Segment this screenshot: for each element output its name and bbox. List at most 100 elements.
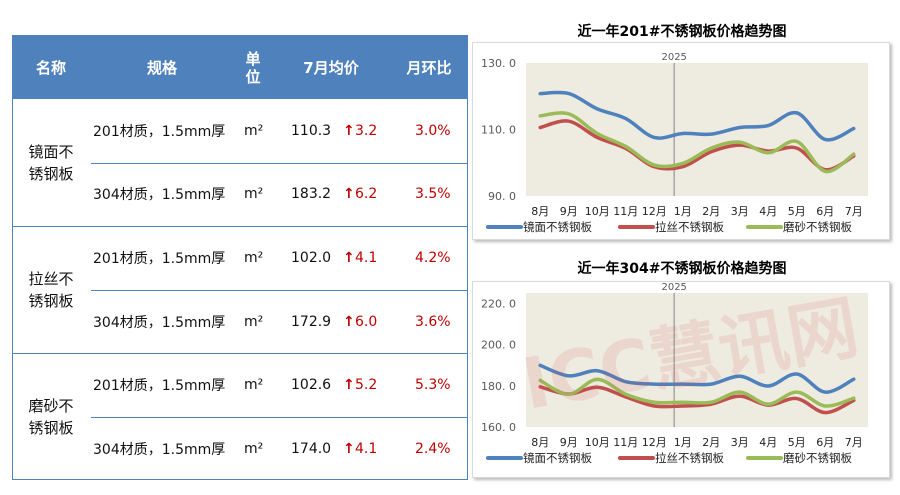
- table-header: 名称 规格 单 位 7月均价 月环比: [13, 36, 467, 99]
- header-unit: 单 位: [245, 49, 261, 86]
- spec: 304材质，1.5mm厚: [93, 441, 226, 458]
- price: 174.0: [291, 440, 332, 457]
- mom-pct: 2.4%: [415, 440, 451, 457]
- x-tick-label: 6月: [816, 205, 834, 218]
- group-divider: [13, 353, 467, 355]
- year-annotation: 2025: [661, 52, 686, 63]
- x-tick-label: 10月: [585, 436, 610, 449]
- legend-label: 磨砂不锈钢板: [783, 451, 852, 465]
- change: 3.2: [355, 122, 378, 139]
- x-tick-label: 9月: [560, 205, 578, 218]
- arrow-up-icon: ↑: [343, 313, 355, 330]
- y-tick-label: 130. 0: [481, 57, 516, 70]
- x-tick-label: 2月: [702, 436, 720, 449]
- mom-pct: 3.6%: [415, 313, 451, 330]
- row-divider: [91, 417, 467, 418]
- arrow-up-icon: ↑: [343, 377, 355, 394]
- price: 183.2: [291, 186, 332, 203]
- y-tick-label: 220. 0: [481, 297, 516, 310]
- chart1-title: 近一年201#不锈钢板价格趋势图: [577, 24, 787, 40]
- x-tick-label: 9月: [560, 436, 578, 449]
- series-line-3: [538, 111, 856, 174]
- product-name: 磨砂不 锈钢板: [28, 396, 74, 437]
- x-tick-label: 3月: [731, 436, 749, 449]
- series-line-2: [538, 119, 856, 172]
- legend-label: 拉丝不锈钢板: [655, 220, 724, 234]
- x-tick-label: 12月: [642, 205, 667, 218]
- header-price: 7月均价: [303, 58, 359, 77]
- change: 4.1: [355, 249, 378, 266]
- x-tick-label: 4月: [759, 436, 777, 449]
- x-tick-label: 11月: [613, 436, 638, 449]
- x-tick-label: 3月: [731, 205, 749, 218]
- unit: m²: [244, 186, 264, 203]
- y-tick-label: 90. 0: [488, 190, 516, 203]
- spec: 201材质，1.5mm厚: [93, 123, 226, 140]
- legend-label: 拉丝不锈钢板: [655, 451, 724, 465]
- chart2-title: 近一年304#不锈钢板价格趋势图: [577, 261, 787, 277]
- unit: m²: [244, 122, 264, 139]
- arrow-up-icon: ↑: [343, 440, 355, 457]
- arrow-up-icon: ↑: [343, 122, 355, 139]
- unit: m²: [244, 440, 264, 457]
- x-tick-label: 8月: [531, 205, 549, 218]
- row-divider: [91, 289, 467, 291]
- x-tick-label: 7月: [845, 436, 863, 449]
- arrow-up-icon: ↑: [343, 249, 355, 266]
- chart2: 160. 0 180. 0 200. 0 220. 0 8月 9月 10月 11月 12月 1月 2…: [472, 281, 890, 478]
- chart1: 90. 0 110. 0 130. 0 8月 9月 10月 11月 12月 1月 2月 3月 4月 5月…: [472, 42, 890, 240]
- mom-pct: 3.5%: [415, 186, 451, 203]
- x-tick-label: 7月: [845, 205, 863, 218]
- year-annotation: 2025: [661, 282, 686, 293]
- y-tick-label: 160. 0: [481, 421, 516, 434]
- x-tick-label: 5月: [788, 205, 806, 218]
- plot-area: [526, 63, 868, 196]
- spec: 304材质，1.5mm厚: [93, 314, 226, 331]
- price: 110.3: [291, 122, 332, 139]
- x-tick-label: 1月: [674, 436, 692, 449]
- price-table: 名称 规格 单 位 7月均价 月环比 镜面不 锈钢板 201材质，1.5mm厚 …: [12, 35, 468, 480]
- x-tick-label: 2月: [702, 205, 720, 218]
- spec: 304材质，1.5mm厚: [93, 187, 226, 204]
- y-tick-label: 180. 0: [481, 380, 516, 393]
- y-tick-label: 200. 0: [481, 339, 516, 352]
- change: 6.0: [355, 313, 378, 330]
- x-tick-label: 6月: [816, 436, 834, 449]
- x-tick-label: 5月: [788, 436, 806, 449]
- x-tick-label: 10月: [585, 205, 610, 218]
- row-divider: [91, 162, 467, 164]
- spec: 201材质，1.5mm厚: [93, 378, 226, 395]
- spec: 201材质，1.5mm厚: [93, 250, 226, 267]
- product-name: 镜面不 锈钢板: [28, 142, 74, 183]
- change: 4.1: [355, 440, 378, 457]
- x-tick-label: 11月: [613, 205, 638, 218]
- series-line-3: [538, 377, 856, 408]
- header-spec: 规格: [146, 58, 177, 77]
- price: 172.9: [291, 313, 332, 330]
- x-tick-label: 8月: [531, 436, 549, 449]
- x-tick-label: 1月: [674, 205, 692, 218]
- mom-pct: 5.3%: [415, 377, 451, 394]
- price: 102.6: [291, 377, 332, 394]
- group-divider: [13, 226, 467, 228]
- series-line-1: [538, 363, 856, 394]
- price: 102.0: [291, 249, 332, 266]
- legend-label: 镜面不锈钢板: [523, 220, 592, 234]
- x-tick-label: 12月: [642, 436, 667, 449]
- y-tick-label: 110. 0: [481, 124, 516, 137]
- product-name: 拉丝不 锈钢板: [28, 269, 74, 310]
- mom-pct: 4.2%: [415, 249, 451, 266]
- x-tick-label: 4月: [759, 205, 777, 218]
- change: 6.2: [355, 186, 378, 203]
- series-line-2: [538, 385, 856, 415]
- legend-label: 镜面不锈钢板: [523, 451, 592, 465]
- mom-pct: 3.0%: [415, 122, 451, 139]
- unit: m²: [244, 377, 264, 394]
- arrow-up-icon: ↑: [343, 186, 355, 203]
- header-mom: 月环比: [406, 58, 452, 77]
- unit: m²: [244, 249, 264, 266]
- legend-label: 磨砂不锈钢板: [783, 220, 852, 234]
- change: 5.2: [355, 377, 378, 394]
- unit: m²: [244, 313, 264, 330]
- series-line-1: [538, 90, 856, 142]
